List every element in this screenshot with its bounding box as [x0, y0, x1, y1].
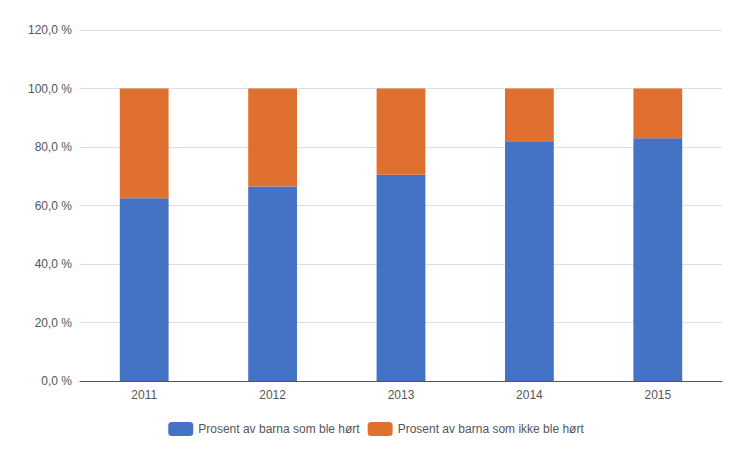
svg-text:2015: 2015: [644, 388, 671, 402]
svg-text:2014: 2014: [516, 388, 543, 402]
svg-text:2011: 2011: [131, 388, 157, 402]
svg-text:60,0 %: 60,0 %: [35, 199, 73, 213]
svg-text:0,0 %: 0,0 %: [41, 374, 72, 388]
svg-text:100,0 %: 100,0 %: [28, 82, 72, 96]
svg-text:120,0 %: 120,0 %: [28, 23, 72, 37]
svg-text:20,0 %: 20,0 %: [35, 316, 73, 330]
svg-text:Prosent av barna som ikke ble: Prosent av barna som ikke ble hørt: [398, 422, 585, 436]
svg-text:2012: 2012: [259, 388, 286, 402]
svg-text:80,0 %: 80,0 %: [35, 140, 73, 154]
svg-text:40,0 %: 40,0 %: [35, 257, 73, 271]
svg-text:2013: 2013: [388, 388, 415, 402]
svg-text:Prosent av barna som ble hørt: Prosent av barna som ble hørt: [198, 422, 360, 436]
